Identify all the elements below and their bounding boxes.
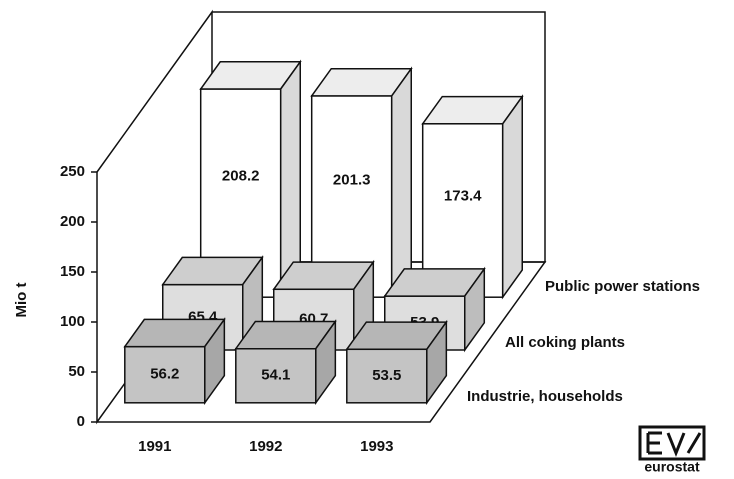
bar-side — [501, 94, 523, 300]
series-label: Public power stations — [545, 278, 700, 295]
bar-front — [346, 348, 428, 404]
logo: eurostat — [638, 425, 706, 475]
logo-text: eurostat — [644, 459, 700, 475]
x-tick-label: 1992 — [249, 438, 282, 455]
bar-side — [464, 266, 486, 353]
y-axis-label: Mio t — [13, 283, 30, 318]
value-label: 173.4 — [444, 188, 482, 205]
bar-side — [204, 317, 226, 406]
bar-side — [390, 66, 412, 300]
value-label: 53.5 — [372, 367, 401, 384]
logo-mark — [646, 431, 702, 458]
y-tick-label: 150 — [60, 263, 85, 280]
logo-box — [638, 425, 706, 461]
bar-side — [426, 319, 448, 406]
series-label: Industrie, households — [467, 388, 623, 405]
y-tick-label: 0 — [77, 413, 85, 430]
series-label: All coking plants — [505, 334, 625, 351]
value-label: 54.1 — [261, 367, 290, 384]
y-tick-label: 50 — [68, 363, 85, 380]
x-tick-label: 1991 — [138, 438, 171, 455]
y-tick-label: 100 — [60, 313, 85, 330]
y-tick-label: 200 — [60, 213, 85, 230]
y-tick-label: 250 — [60, 163, 85, 180]
bar-side — [315, 319, 337, 406]
value-label: 201.3 — [333, 171, 371, 188]
bar-front — [124, 345, 206, 404]
value-label: 56.2 — [150, 366, 179, 383]
x-tick-label: 1993 — [360, 438, 393, 455]
value-label: 208.2 — [222, 167, 260, 184]
